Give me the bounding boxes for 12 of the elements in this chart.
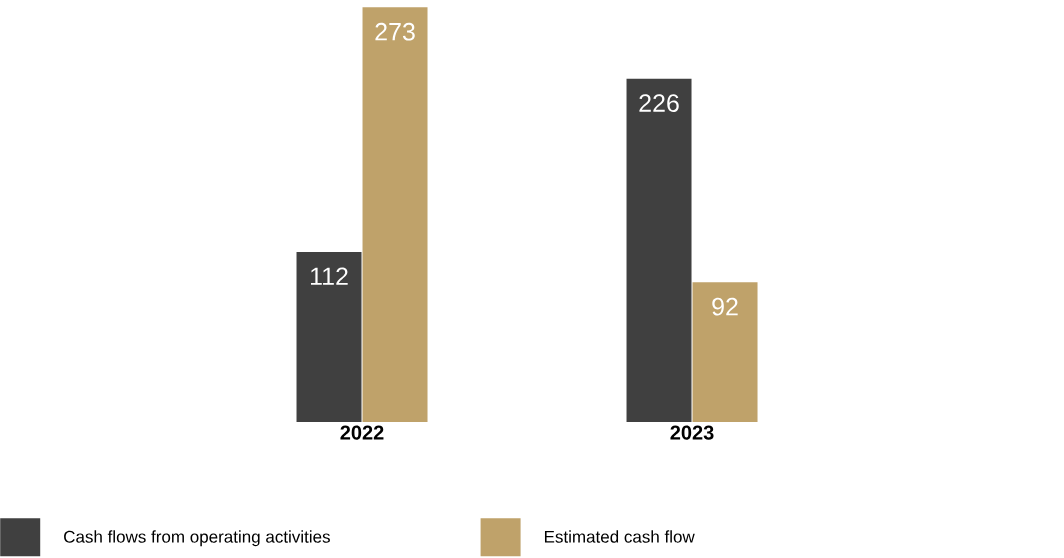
data-label: 226 xyxy=(639,94,679,112)
data-label: 273 xyxy=(375,22,415,41)
legend-label: Estimated cash flow xyxy=(544,530,695,543)
data-label: 112 xyxy=(310,267,348,285)
data-label: 92 xyxy=(712,297,738,316)
bar xyxy=(296,251,362,422)
bar xyxy=(362,7,428,422)
x-tick-label: 2022 xyxy=(340,425,384,440)
x-tick-label: 2023 xyxy=(670,425,714,440)
bar xyxy=(626,78,692,422)
bar xyxy=(692,282,758,422)
legend-label: Cash flows from operating activities xyxy=(64,530,330,547)
